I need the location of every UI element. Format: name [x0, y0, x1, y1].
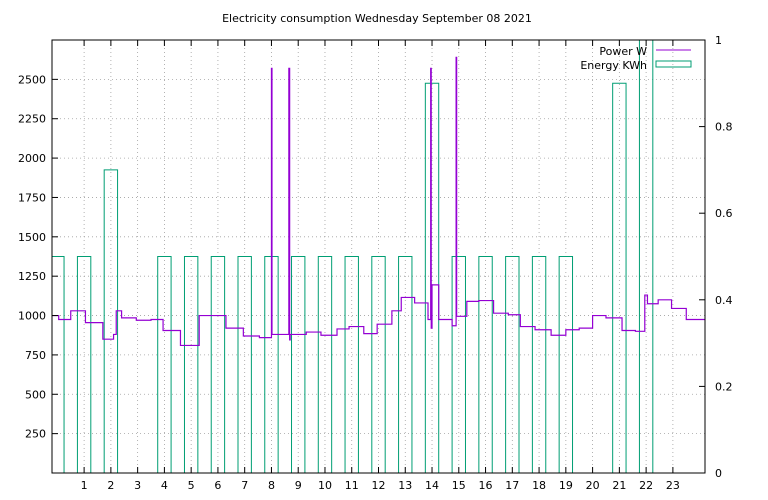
x-tick-label: 8	[268, 479, 275, 492]
legend-label-power: Power W	[599, 45, 647, 58]
x-tick-label: 17	[505, 479, 519, 492]
y-tick-label: 2500	[18, 73, 46, 86]
x-tick-label: 23	[666, 479, 680, 492]
energy-bar	[76, 256, 92, 473]
energy-bar	[505, 256, 520, 473]
energy-bar	[291, 256, 306, 473]
legend-label-energy: Energy KWh	[580, 59, 647, 72]
x-tick-label: 13	[398, 479, 412, 492]
x-tick-label: 15	[452, 479, 466, 492]
energy-bar	[424, 82, 440, 473]
y-tick-label: 500	[25, 388, 46, 401]
energy-bar	[371, 256, 386, 473]
axes: 1 2 3 4 5 6 7 8 9 10 11 12 13 14 15 16 17 18 19 20 21 22 23250…	[18, 34, 733, 492]
x-tick-label: 21	[612, 479, 626, 492]
x-tick-label: 11	[345, 479, 359, 492]
x-tick-label: 14	[425, 479, 439, 492]
legend: Power W Energy KWh	[580, 45, 692, 72]
y2-tick-label: 0	[715, 467, 722, 480]
y-tick-label: 250	[25, 428, 46, 441]
y2-tick-label: 0.2	[715, 380, 733, 393]
x-tick-label: 22	[639, 479, 653, 492]
x-tick-label: 10	[318, 479, 332, 492]
x-tick-label: 6	[214, 479, 221, 492]
energy-bar	[237, 256, 252, 473]
y-tick-label: 2250	[18, 113, 46, 126]
x-tick-label: 3	[134, 479, 141, 492]
x-tick-label: 4	[161, 479, 168, 492]
y2-tick-label: 0.4	[715, 294, 733, 307]
x-tick-label: 12	[372, 479, 386, 492]
x-tick-label: 9	[295, 479, 302, 492]
power-series	[52, 56, 705, 347]
energy-bar	[344, 256, 359, 473]
x-tick-label: 16	[479, 479, 493, 492]
y-tick-label: 1500	[18, 231, 46, 244]
energy-bar	[317, 256, 333, 473]
legend-swatch-energy	[655, 60, 692, 68]
energy-bar	[451, 256, 466, 473]
x-tick-label: 20	[586, 479, 600, 492]
energy-bar	[398, 256, 413, 473]
x-tick-label: 1	[81, 479, 88, 492]
x-tick-label: 7	[241, 479, 248, 492]
energy-bar	[103, 169, 119, 473]
power-line	[52, 56, 705, 347]
energy-bar	[183, 256, 199, 473]
y2-tick-label: 1	[715, 34, 722, 47]
energy-bar	[612, 82, 627, 473]
x-tick-label: 18	[532, 479, 546, 492]
y-tick-label: 750	[25, 349, 46, 362]
y2-tick-label: 0.8	[715, 121, 733, 134]
energy-bar	[210, 256, 226, 473]
y2-tick-label: 0.6	[715, 207, 733, 220]
x-tick-label: 19	[559, 479, 573, 492]
x-tick-label: 2	[107, 479, 114, 492]
y-tick-label: 1750	[18, 191, 46, 204]
y-tick-label: 2000	[18, 152, 46, 165]
energy-bar	[558, 256, 574, 473]
x-tick-label: 5	[188, 479, 195, 492]
y-tick-label: 1250	[18, 270, 46, 283]
energy-bar	[531, 256, 547, 473]
chart-title: Electricity consumption Wednesday Septem…	[222, 12, 532, 25]
energy-bar	[478, 256, 493, 473]
energy-series	[51, 39, 654, 473]
y-tick-label: 1000	[18, 310, 46, 323]
energy-bar	[157, 256, 172, 473]
